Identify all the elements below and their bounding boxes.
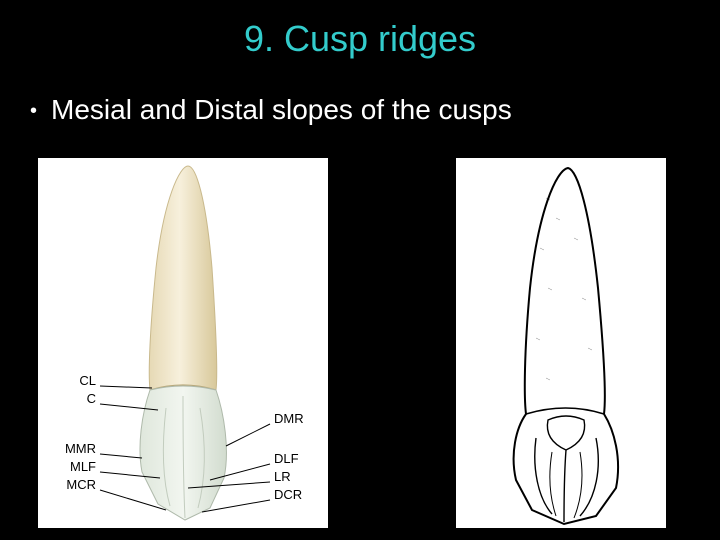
figure-right	[456, 158, 666, 528]
tooth-root	[149, 166, 217, 390]
leader-cl	[100, 386, 152, 388]
bullet-text: Mesial and Distal slopes of the cusps	[51, 94, 512, 126]
figures-container: CL C MMR MLF MCR DMR DLF LR DCR	[38, 158, 666, 528]
label-dmr: DMR	[274, 411, 304, 426]
tooth-outline	[514, 168, 618, 524]
label-lr: LR	[274, 469, 291, 484]
leader-mmr	[100, 454, 142, 458]
slide-title: 9. Cusp ridges	[0, 0, 720, 70]
label-cl: CL	[79, 373, 96, 388]
label-mcr: MCR	[66, 477, 96, 492]
figure-left: CL C MMR MLF MCR DMR DLF LR DCR	[38, 158, 328, 528]
label-c: C	[87, 391, 96, 406]
bullet-row: • Mesial and Distal slopes of the cusps	[0, 70, 720, 128]
leader-dmr	[226, 424, 270, 446]
tooth-right-svg	[456, 158, 666, 528]
label-dlf: DLF	[274, 451, 299, 466]
label-mlf: MLF	[70, 459, 96, 474]
bullet-dot: •	[26, 94, 51, 128]
slide: 9. Cusp ridges • Mesial and Distal slope…	[0, 0, 720, 540]
label-mmr: MMR	[65, 441, 96, 456]
label-dcr: DCR	[274, 487, 302, 502]
